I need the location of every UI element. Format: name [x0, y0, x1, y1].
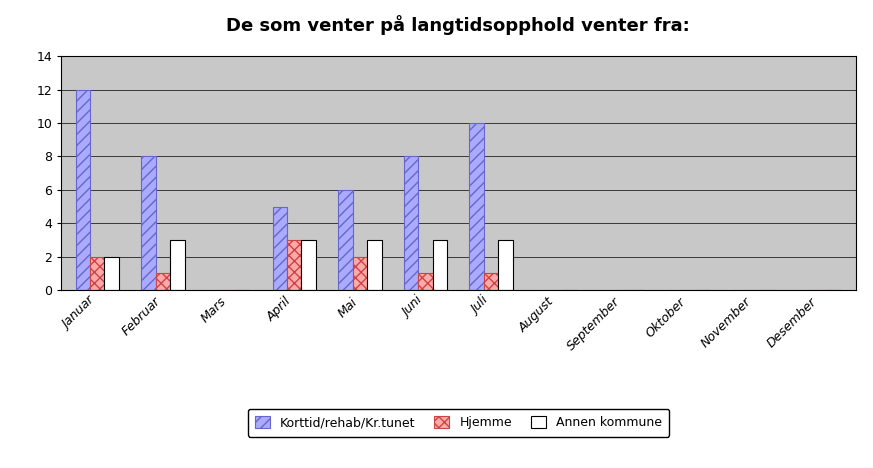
Legend: Korttid/rehab/Kr.tunet, Hjemme, Annen kommune: Korttid/rehab/Kr.tunet, Hjemme, Annen ko…: [248, 409, 669, 437]
Bar: [76, 89, 90, 290]
Bar: [141, 156, 155, 290]
Title: De som venter på langtidsopphold venter fra:: De som venter på langtidsopphold venter …: [226, 15, 691, 35]
Bar: [155, 273, 170, 290]
Bar: [105, 257, 119, 290]
Bar: [272, 206, 287, 290]
Bar: [404, 156, 418, 290]
Bar: [484, 273, 498, 290]
Bar: [90, 257, 105, 290]
Bar: [498, 240, 512, 290]
Bar: [338, 190, 353, 290]
Bar: [170, 240, 184, 290]
Bar: [353, 257, 367, 290]
Bar: [470, 123, 484, 290]
Bar: [433, 240, 447, 290]
Bar: [301, 240, 316, 290]
Bar: [367, 240, 382, 290]
Bar: [418, 273, 433, 290]
Bar: [287, 240, 301, 290]
